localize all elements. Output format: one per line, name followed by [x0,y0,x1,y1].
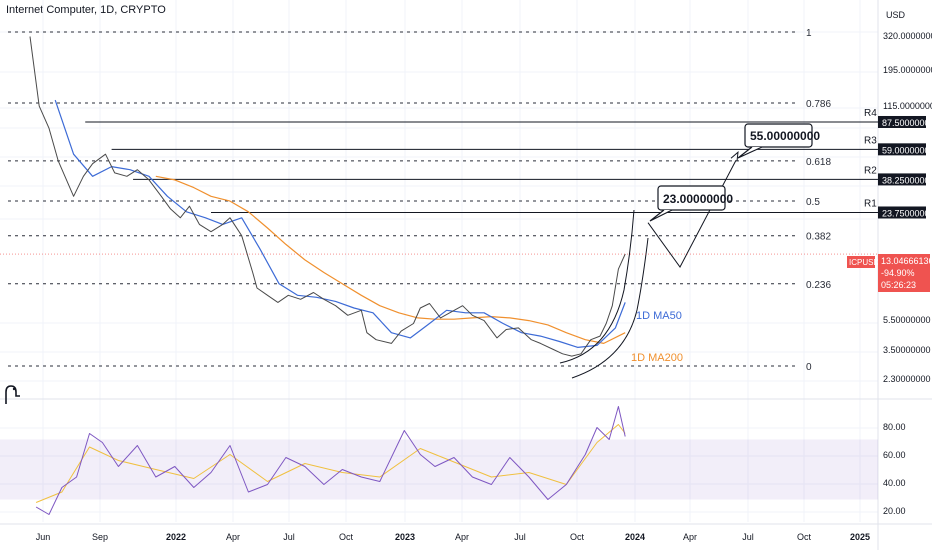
rsi-tick-label: 60.00 [883,450,906,460]
resistance-price-tag [878,173,926,186]
tradingview-logo-icon [5,385,20,404]
ma50-annotation: 1D MA50 [636,310,682,322]
resistance-price-tag-text: 38.25000000 [882,175,932,185]
target-callout-pointer [649,209,673,222]
time-tick-label: Jun [36,532,51,542]
price-tick-label: 320.00000000 [883,31,932,41]
resistance-price-tag [878,115,926,128]
fib-level-label: 0.618 [806,157,831,168]
time-tick-label: Jul [283,532,295,542]
resistance-price-tag-text: 87.50000000 [882,118,932,128]
rsi-line [35,406,626,515]
target-callout-text: 23.00000000 [663,192,733,206]
time-tick-label: Oct [339,532,354,542]
price-tick-label: 3.50000000 [883,345,931,355]
fib-level-label: 0.5 [806,197,820,208]
fib-level-label: 0.786 [806,99,831,110]
resistance-price-tag [878,143,926,156]
time-tick-label: Jul [742,532,754,542]
time-tick-label: Apr [455,532,469,542]
channel-upper-curve [559,209,635,364]
fib-level-label: 0.382 [806,232,831,243]
symbol-tag [847,256,875,268]
rsi-tick-label: 80.00 [883,422,906,432]
ma200-annotation: 1D MA200 [631,352,683,364]
symbol-tag-text: ICPUSD [849,258,879,267]
resistance-label: R3 [864,135,877,146]
resistance-price-tag-text: 23.75000000 [882,208,932,218]
resistance-price-tag-text: 59.00000000 [882,145,932,155]
channel-lower-curve [571,237,649,379]
rsi-tick-label: 40.00 [883,478,906,488]
target-callout-box [657,185,726,211]
target-callout-text: 55.00000000 [750,129,820,143]
price-tag [878,254,930,292]
time-tick-label: 2022 [166,532,186,542]
time-tick-label: Oct [797,532,812,542]
time-tick-label: 2025 [850,532,870,542]
price-tag-change: -94.90% [881,268,915,278]
time-tick-label: Sep [92,532,108,542]
fib-level-label: 0.236 [806,280,831,291]
currency-label: USD [886,10,906,20]
chart-title: Internet Computer, 1D, CRYPTO [6,4,166,16]
projection-arrow [730,151,739,162]
fib-level-label: 0 [806,362,812,373]
price-tick-label: 5.50000000 [883,315,931,325]
fib-level-label: 1 [806,28,812,39]
time-tick-label: Apr [226,532,240,542]
resistance-label: R4 [864,108,877,119]
time-tick-label: 2024 [625,532,645,542]
rsi-band [0,439,878,500]
target-callout-box [744,123,813,148]
price-line [29,36,626,357]
time-tick-label: 2023 [395,532,415,542]
ma50-line [54,99,626,348]
time-tick-label: Apr [683,532,697,542]
price-tag-countdown: 05:26:23 [881,280,916,290]
target-callout-pointer [737,146,763,159]
time-tick-label: Oct [570,532,585,542]
time-tick-label: Jul [514,532,526,542]
price-tick-label: 115.00000000 [883,101,932,111]
resistance-label: R1 [864,198,877,209]
resistance-label: R2 [864,165,877,176]
price-tick-label: 2.30000000 [883,374,931,384]
resistance-price-tag [878,206,926,219]
ma200-line [155,175,626,344]
price-tick-label: 195.00000000 [883,65,932,75]
price-tag-value: 13.04666136 [881,256,932,266]
rsi-tick-label: 20.00 [883,506,906,516]
